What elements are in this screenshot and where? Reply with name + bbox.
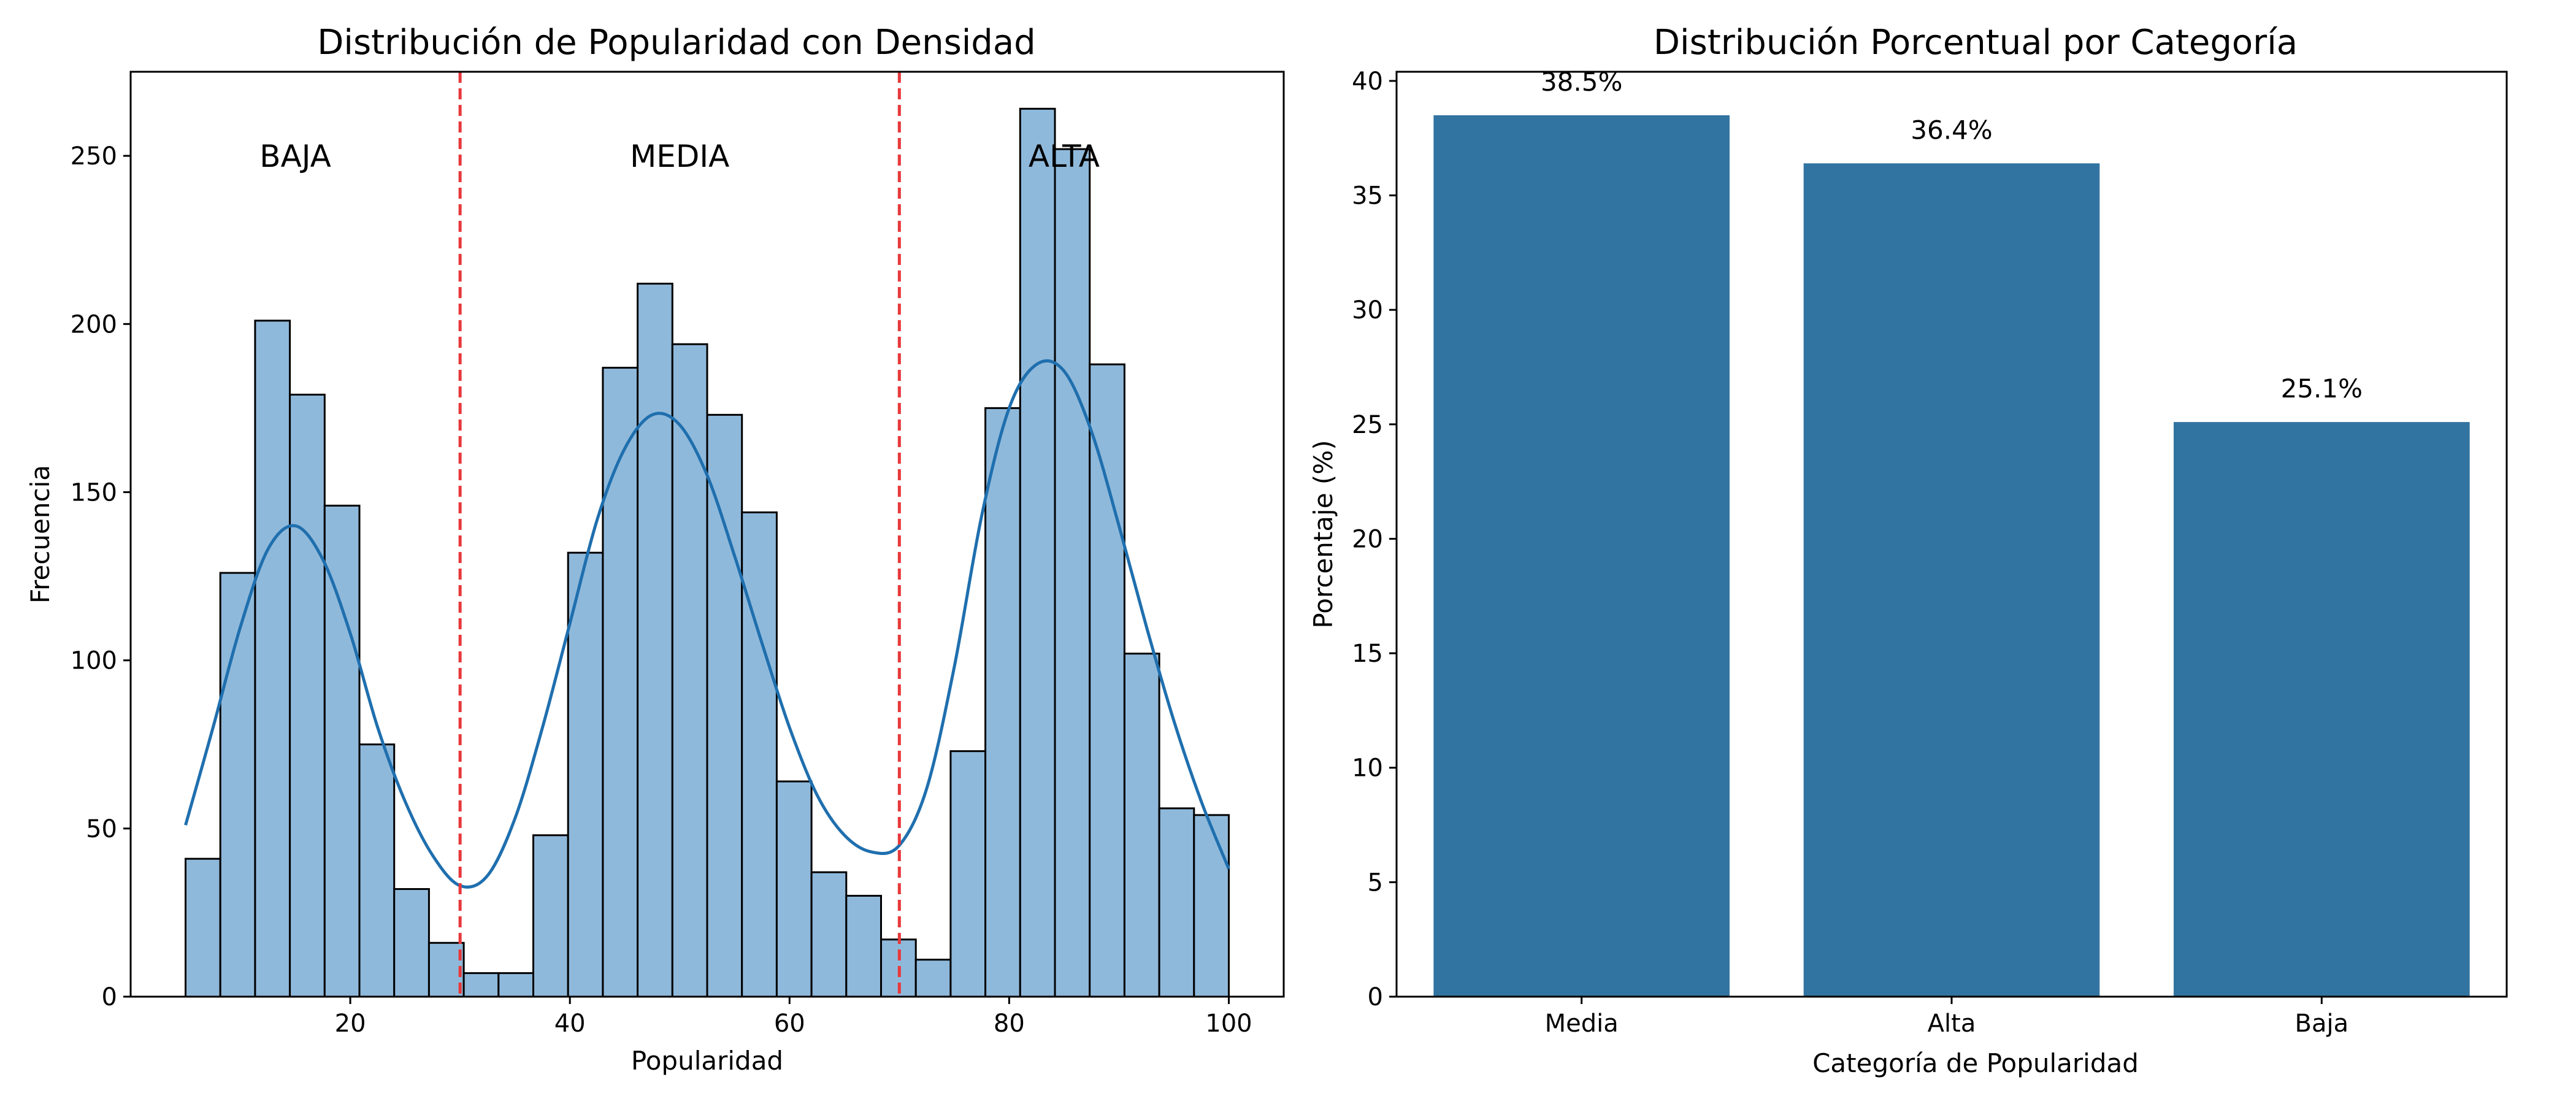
histogram-bar <box>984 407 1021 998</box>
y-tick-label: 50 <box>86 815 117 843</box>
bar-value-label: 25.1% <box>2281 374 2363 404</box>
category-bar <box>2174 422 2470 997</box>
histogram-bar <box>1193 814 1230 998</box>
y-tick-label: 10 <box>1352 754 1383 783</box>
histogram-bar <box>323 504 361 998</box>
histogram-bars <box>185 107 1230 998</box>
histogram-bar <box>393 888 430 998</box>
y-tick-label: 40 <box>1352 67 1383 96</box>
category-bar <box>1433 115 1730 997</box>
histogram-bar <box>219 572 256 998</box>
plot-frame <box>129 71 1285 998</box>
y-tick-label: 35 <box>1352 182 1383 210</box>
y-tick-label: 5 <box>1368 868 1383 897</box>
histogram-bar <box>775 780 813 998</box>
y-tick-label: 25 <box>1352 411 1383 439</box>
histogram-bar <box>497 972 535 998</box>
x-tick-label: 80 <box>994 1010 1025 1038</box>
histogram-bar <box>1089 363 1125 998</box>
histogram-bar <box>637 282 673 998</box>
plot-frame <box>1395 71 2508 998</box>
x-tick-label: 40 <box>554 1010 586 1038</box>
y-tick-label: 0 <box>102 983 117 1011</box>
y-axis-ticks: 0 50 100 150 200 250 <box>71 142 131 1011</box>
histogram-bar <box>567 551 604 998</box>
histogram-bar <box>254 320 291 998</box>
histogram-bar <box>462 972 500 998</box>
histogram-bar <box>427 941 465 998</box>
x-tick-label: 20 <box>335 1010 366 1038</box>
histogram-bar <box>671 343 708 998</box>
y-tick-label: 100 <box>71 647 117 675</box>
y-tick-label: 20 <box>1352 525 1383 553</box>
y-tick-label: 15 <box>1352 640 1383 668</box>
x-axis-ticks: 20 40 60 80 100 <box>335 997 1252 1038</box>
category-annotations: BAJA MEDIA ALTA <box>259 139 1100 174</box>
histogram-bar <box>949 750 987 998</box>
category-bars <box>1433 115 2470 997</box>
chart2-x-axis-label: Categoría de Popularidad <box>1812 1048 2139 1078</box>
y-tick-label: 30 <box>1352 296 1383 324</box>
histogram-bar <box>845 894 883 998</box>
histogram-bar <box>1123 653 1160 998</box>
percentage-bar-chart: Distribución Porcentual por Categoría 38… <box>1308 23 2508 1078</box>
category-bar <box>1803 163 2100 997</box>
histogram-bar <box>602 367 639 998</box>
histogram-chart: Distribución de Popularidad con Densidad… <box>25 23 1285 1076</box>
category-annotation: MEDIA <box>630 139 729 174</box>
chart1-title: Distribución de Popularidad con Densidad <box>317 23 1035 63</box>
histogram-bar <box>1019 107 1056 998</box>
x-tick-label: 100 <box>1205 1010 1252 1038</box>
x-axis-ticks: Media Alta Baja <box>1545 997 2349 1038</box>
density-curve <box>184 359 1230 889</box>
histogram-bar <box>532 834 569 998</box>
histogram-bar <box>358 743 396 998</box>
y-tick-label: 0 <box>1368 983 1383 1011</box>
y-tick-label: 150 <box>71 478 117 507</box>
x-tick-label: Alta <box>1928 1010 1976 1038</box>
chart1-x-axis-label: Popularidad <box>631 1046 783 1076</box>
histogram-bar <box>741 511 778 998</box>
histogram-bar <box>706 413 743 998</box>
histogram-bar <box>1054 148 1091 998</box>
histogram-bar <box>185 857 221 998</box>
histogram-bar <box>289 393 326 998</box>
x-tick-label: 60 <box>774 1010 805 1038</box>
chart1-y-axis-label: Frecuencia <box>25 465 55 604</box>
category-annotation: ALTA <box>1029 139 1100 174</box>
histogram-bar <box>914 959 952 998</box>
bar-value-label: 36.4% <box>1911 115 1992 145</box>
chart2-y-axis-label: Porcentaje (%) <box>1308 440 1338 628</box>
histogram-bar <box>810 871 848 998</box>
y-tick-label: 200 <box>71 310 117 339</box>
category-threshold-lines <box>458 72 901 997</box>
y-axis-ticks: 0 5 10 15 20 25 30 35 40 <box>1352 67 1397 1011</box>
x-tick-label: Media <box>1545 1010 1619 1038</box>
chart2-title: Distribución Porcentual por Categoría <box>1654 23 2298 63</box>
histogram-bar <box>1158 807 1195 998</box>
x-tick-label: Baja <box>2295 1010 2349 1038</box>
y-tick-label: 250 <box>71 142 117 171</box>
category-annotation: BAJA <box>259 139 331 174</box>
